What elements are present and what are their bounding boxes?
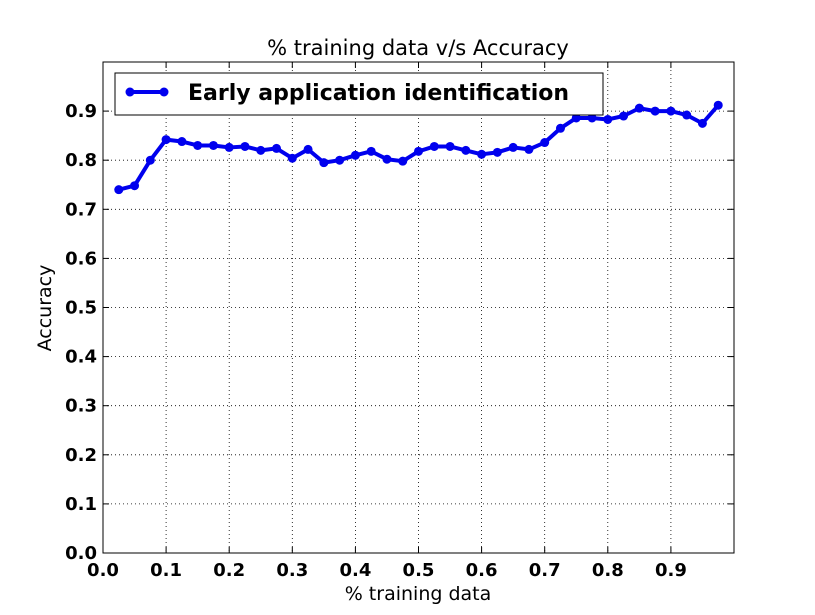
data-point — [130, 181, 140, 191]
grid — [103, 62, 734, 553]
data-point — [571, 113, 581, 123]
y-tick-label: 0.2 — [65, 445, 97, 466]
data-point — [713, 100, 723, 110]
legend-marker — [159, 87, 169, 97]
chart-title: % training data v/s Accuracy — [267, 36, 569, 60]
data-point — [224, 142, 234, 152]
data-point — [193, 140, 203, 150]
legend-marker — [125, 87, 135, 97]
data-point — [208, 140, 218, 150]
legend: Early application identification — [114, 72, 604, 116]
data-point — [587, 113, 597, 123]
y-tick-label: 0.9 — [65, 101, 97, 122]
axis-ticks: 0.0 0.1 0.2 0.3 0.4 0.5 0.6 0.7 0.8 0.9 0.0 0.1 0.2 0… — [65, 62, 734, 581]
y-tick-label: 0.8 — [65, 150, 97, 171]
y-tick-label: 0.4 — [65, 347, 97, 368]
y-tick-label: 0.7 — [65, 199, 97, 220]
plot-area-frame — [102, 61, 735, 554]
data-point — [682, 110, 692, 120]
data-point — [114, 185, 124, 195]
data-point — [256, 145, 266, 155]
data-point — [145, 155, 155, 165]
data-point — [697, 118, 707, 128]
data-point — [161, 135, 171, 145]
x-tick-label: 0.0 — [87, 560, 119, 581]
data-point — [272, 143, 282, 153]
data-point — [445, 141, 455, 151]
data-point — [650, 106, 660, 116]
data-point — [240, 141, 250, 151]
y-tick-label: 0.6 — [65, 248, 97, 269]
y-tick-label: 0.1 — [65, 494, 97, 515]
data-point — [303, 144, 313, 154]
y-tick-label: 0.3 — [65, 396, 97, 417]
data-point — [666, 106, 676, 116]
data-point — [177, 137, 187, 147]
x-tick-label: 0.7 — [529, 560, 561, 581]
x-tick-label: 0.1 — [150, 560, 182, 581]
data-point — [366, 146, 376, 156]
data-point — [350, 150, 360, 160]
data-point — [461, 145, 471, 155]
data-point — [603, 114, 613, 124]
data-point — [429, 141, 439, 151]
x-tick-label: 0.4 — [339, 560, 371, 581]
data-point — [335, 155, 345, 165]
data-point — [508, 142, 518, 152]
x-axis-label: % training data — [345, 583, 492, 605]
y-axis-label: Accuracy — [34, 265, 56, 352]
data-point — [398, 156, 408, 166]
x-tick-label: 0.5 — [403, 560, 435, 581]
x-tick-label: 0.6 — [466, 560, 498, 581]
y-tick-label: 0.5 — [65, 298, 97, 319]
data-point — [540, 138, 550, 148]
data-point — [287, 153, 297, 163]
data-point — [619, 111, 629, 121]
series-layer — [114, 100, 723, 195]
x-tick-label: 0.8 — [592, 560, 624, 581]
x-tick-label: 0.3 — [276, 560, 308, 581]
y-tick-label: 0.0 — [65, 543, 97, 564]
x-tick-label: 0.2 — [213, 560, 245, 581]
data-point — [382, 154, 392, 164]
data-point — [492, 147, 502, 157]
data-point — [319, 158, 329, 168]
data-point — [555, 123, 565, 133]
data-point — [414, 146, 423, 156]
data-point — [634, 103, 644, 113]
x-tick-label: 0.9 — [655, 560, 687, 581]
legend-label: Early application identification — [188, 81, 569, 106]
legend-box — [114, 72, 604, 116]
data-point — [477, 149, 487, 159]
data-point — [524, 144, 534, 154]
